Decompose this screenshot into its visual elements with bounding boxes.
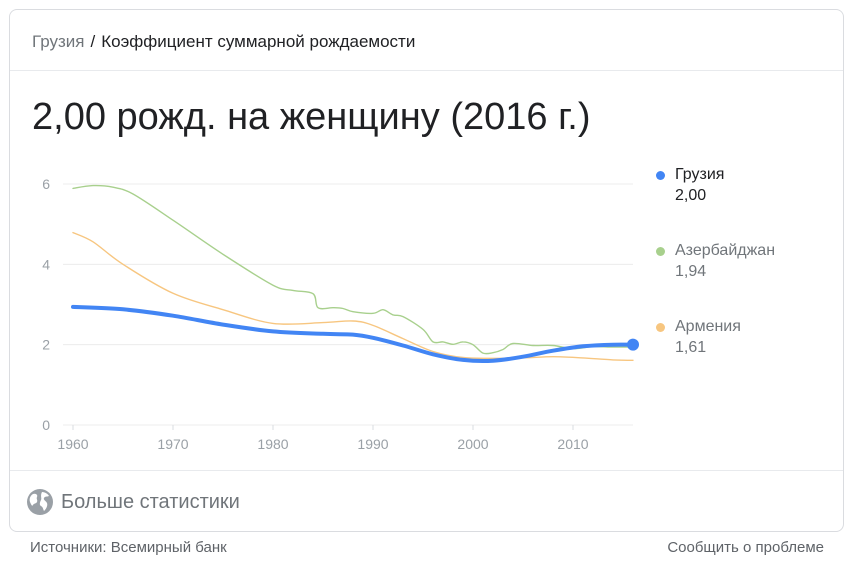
more-statistics-link[interactable]: Больше статистики [26,487,240,517]
series-line-armenia [72,231,634,361]
x-tick-label: 1970 [157,436,188,450]
stats-card: Грузия / Коэффициент суммарной рождаемости… [9,9,844,532]
legend-name: Азербайджан [675,242,776,259]
x-tick-label: 1960 [57,436,88,450]
y-tick-label: 6 [42,176,50,192]
chart-legend: Грузия 2,00 Азербайджан 1,94 Армения 1,6… [656,164,836,392]
legend-item-armenia[interactable]: Армения 1,61 [656,316,836,392]
legend-item-azerbaijan[interactable]: Азербайджан 1,94 [656,240,836,316]
x-tick-label: 2010 [557,436,588,450]
x-tick-label: 2000 [457,436,488,450]
legend-value: 1,61 [675,339,707,356]
series-line-azerbaijan [72,184,634,355]
more-statistics-label: Больше статистики [61,490,240,513]
x-tick-label: 1980 [257,436,288,450]
legend-dot-georgia [656,171,665,180]
y-tick-label: 0 [42,417,50,433]
line-chart[interactable]: 0 2 4 6 1960 1970 1980 1990 2000 2010 [25,160,645,450]
headline-value: 2,00 рожд. на женщину (2016 г.) [32,96,591,138]
report-problem-link[interactable]: Сообщить о проблеме [667,539,824,556]
y-tick-label: 4 [42,256,50,272]
legend-value: 2,00 [675,187,707,204]
legend-name: Армения [675,318,741,335]
x-tick-label: 1990 [357,436,388,450]
legend-dot-azerbaijan [656,247,665,256]
breadcrumb-separator: / [90,32,96,51]
y-tick-label: 2 [42,337,50,353]
footer-divider [10,470,843,471]
legend-dot-armenia [656,323,665,332]
series-line-georgia [71,304,635,364]
legend-name: Грузия [675,166,725,183]
legend-item-georgia[interactable]: Грузия 2,00 [656,164,836,240]
breadcrumb-metric: Коэффициент суммарной рождаемости [101,32,416,51]
sources-text: Источники: Всемирный банк [30,539,227,556]
legend-value: 1,94 [675,263,707,280]
breadcrumb-country[interactable]: Грузия [32,32,85,51]
globe-icon [27,489,53,515]
header-divider [10,70,843,71]
breadcrumb: Грузия / Коэффициент суммарной рождаемости [32,31,415,53]
series-endpoint-georgia [627,338,639,351]
